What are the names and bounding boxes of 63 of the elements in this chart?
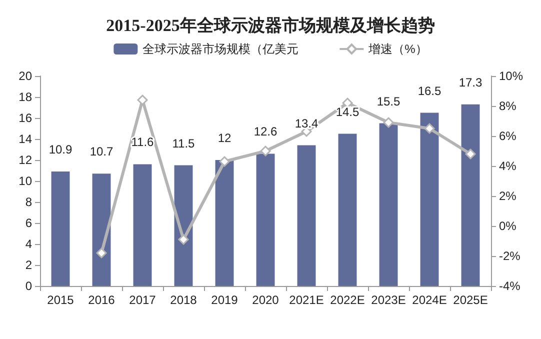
bar xyxy=(174,165,193,286)
y-tick-label: 14 xyxy=(18,132,32,146)
data-label: 10.9 xyxy=(48,142,72,157)
chart-title: 2015-2025年全球示波器市场规模及增长趋势 xyxy=(106,16,435,35)
data-label: 16.5 xyxy=(418,84,442,98)
point xyxy=(342,98,353,108)
point xyxy=(260,146,271,156)
bar xyxy=(133,164,152,286)
y2-tick-label: 4% xyxy=(499,159,517,173)
bar xyxy=(215,160,234,286)
y2-tick-label: 8% xyxy=(499,99,517,113)
point xyxy=(219,156,230,167)
y2-tick-label: 2% xyxy=(499,189,517,203)
point xyxy=(178,234,189,245)
x-tick-label: 2019 xyxy=(211,293,238,307)
x-tick-label: 2017 xyxy=(129,293,156,307)
data-label: 14.5 xyxy=(336,104,360,119)
legend-label: 增速（%） xyxy=(368,42,428,56)
y-tick-label: 12 xyxy=(18,153,32,167)
data-label: 12.6 xyxy=(254,124,278,139)
y2-tick-label: 0% xyxy=(499,219,517,233)
y2-tick-label: 10% xyxy=(499,69,524,83)
bar xyxy=(256,154,275,286)
y2-tick-label: -4% xyxy=(499,279,521,293)
point xyxy=(96,248,107,258)
bar xyxy=(297,145,316,286)
point xyxy=(465,148,476,160)
y2-tick-label: -2% xyxy=(499,249,521,263)
y-tick-label: 0 xyxy=(25,279,32,293)
bar xyxy=(51,172,70,286)
bar xyxy=(92,174,111,286)
data-label: 15.5 xyxy=(376,94,400,108)
x-tick-label: 2020 xyxy=(252,293,280,307)
y-tick-label: 18 xyxy=(18,90,32,104)
data-label: 11.6 xyxy=(131,135,154,150)
y-tick-label: 6 xyxy=(25,216,32,230)
bar xyxy=(379,123,398,286)
x-tick-label: 2024E xyxy=(412,293,447,307)
x-tick-label: 2025E xyxy=(453,293,488,307)
legend-label: 全球示波器市场规模（亿美元 xyxy=(142,42,299,56)
data-label: 10.7 xyxy=(90,144,114,159)
data-label: 17.3 xyxy=(458,75,482,90)
bar xyxy=(338,134,357,286)
y-tick-label: 10 xyxy=(18,174,32,188)
y-tick-label: 20 xyxy=(18,69,32,83)
data-label: 11.5 xyxy=(172,136,196,150)
data-label: 13.4 xyxy=(294,116,318,130)
x-tick-label: 2016 xyxy=(88,293,116,307)
y2-tick-label: 6% xyxy=(499,129,517,143)
data-label: 12 xyxy=(218,131,232,145)
point xyxy=(383,117,394,128)
x-tick-label: 2023E xyxy=(371,293,406,307)
y-tick-label: 4 xyxy=(25,237,32,251)
x-tick-label: 2018 xyxy=(170,293,198,307)
point xyxy=(424,123,435,134)
y-tick-label: 8 xyxy=(25,195,32,209)
y-tick-label: 2 xyxy=(25,258,32,272)
x-tick-label: 2021E xyxy=(289,293,324,307)
bar xyxy=(461,104,480,286)
x-tick-label: 2022E xyxy=(330,293,365,307)
bar xyxy=(420,112,439,286)
y-tick-label: 16 xyxy=(18,111,32,125)
x-tick-label: 2015 xyxy=(47,293,74,307)
